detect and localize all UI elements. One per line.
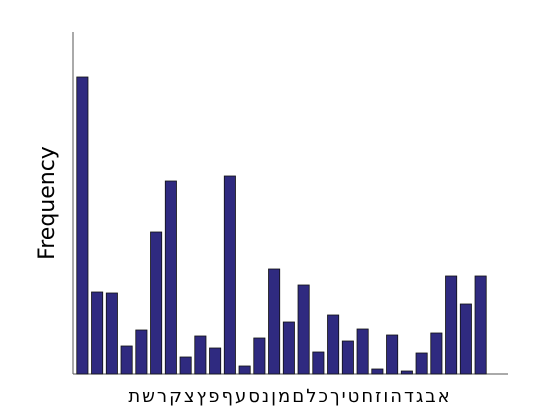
bar <box>415 352 428 375</box>
bar <box>150 231 163 375</box>
bar <box>282 321 295 375</box>
bar <box>76 76 89 375</box>
bar <box>474 275 487 375</box>
bar <box>253 337 266 375</box>
bar <box>91 291 104 375</box>
bar <box>386 334 399 375</box>
bar <box>430 332 443 375</box>
bar <box>120 345 133 375</box>
y-axis-label: Frequency <box>35 146 60 260</box>
bar <box>312 351 325 375</box>
bar <box>164 180 177 375</box>
bar <box>179 356 192 375</box>
bar <box>341 340 354 375</box>
x-axis-label: אבגדהוזחטיךכלםמןנסעףפץצקרשת <box>128 386 451 407</box>
bar <box>238 365 251 375</box>
bar <box>356 328 369 375</box>
bar <box>209 347 222 375</box>
bar <box>268 268 281 375</box>
bar <box>459 303 472 375</box>
bar <box>327 314 340 375</box>
bar <box>400 370 413 375</box>
bar <box>135 329 148 375</box>
bar <box>297 284 310 375</box>
bar <box>105 292 118 375</box>
bar <box>371 368 384 375</box>
bar <box>223 175 236 375</box>
bar <box>445 275 458 375</box>
bar <box>194 335 207 375</box>
